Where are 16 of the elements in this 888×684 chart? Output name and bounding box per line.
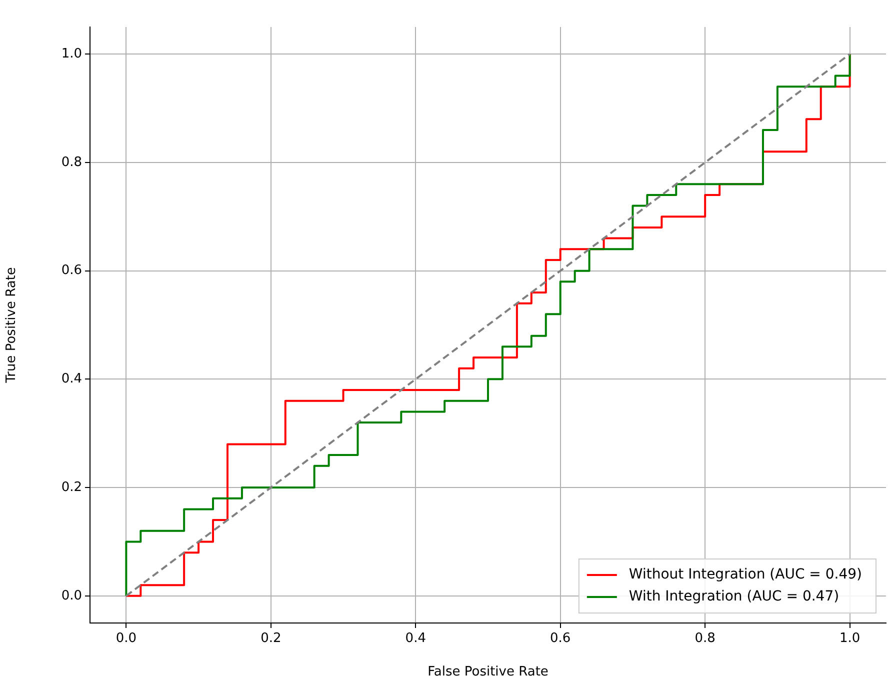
x-tick-label: 0.0 xyxy=(116,631,137,646)
y-tick-label: 0.6 xyxy=(61,263,82,278)
y-tick-label: 0.0 xyxy=(61,588,82,604)
x-tick-label: 0.4 xyxy=(405,631,426,646)
y-tick-label: 1.0 xyxy=(61,46,82,62)
x-tick-label: 0.6 xyxy=(550,631,571,646)
y-tick-label: 0.2 xyxy=(61,480,82,495)
x-tick-label: 0.2 xyxy=(260,631,282,646)
y-tick-label: 0.4 xyxy=(61,372,82,387)
y-tick-label: 0.8 xyxy=(61,154,82,170)
x-tick-label: 0.8 xyxy=(694,631,716,646)
legend-label: With Integration (AUC = 0.47) xyxy=(628,588,840,605)
y-axis-title: True Positive Rate xyxy=(4,267,20,384)
x-tick-label: 1.0 xyxy=(839,631,860,646)
x-axis-title: False Positive Rate xyxy=(428,664,548,680)
legend-label: Without Integration (AUC = 0.49) xyxy=(628,566,862,583)
